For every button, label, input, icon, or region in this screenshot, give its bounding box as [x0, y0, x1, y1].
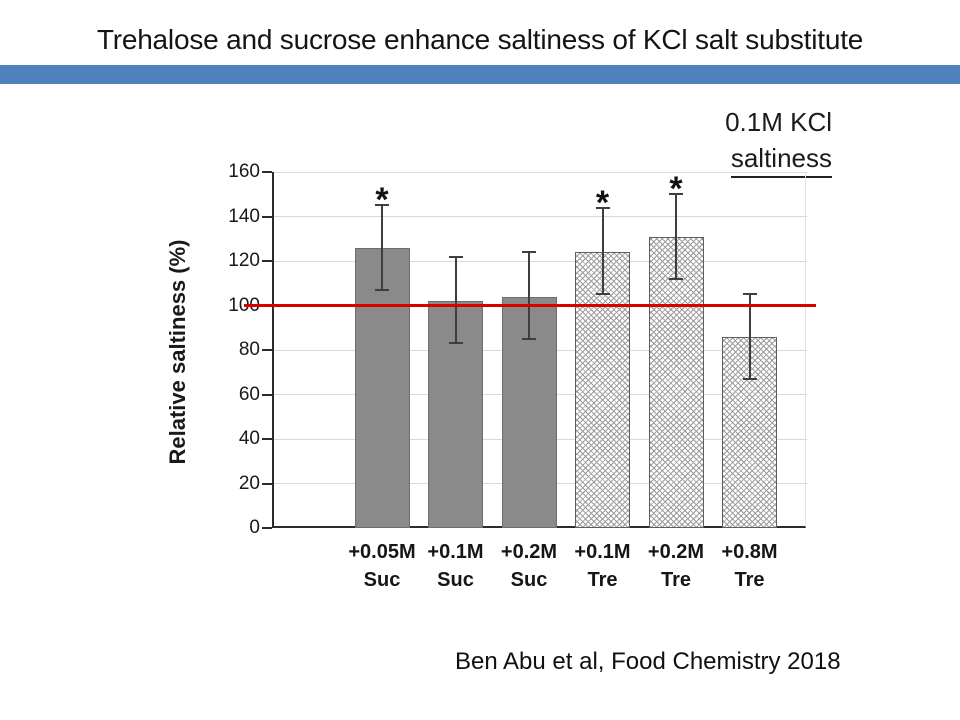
error-bar-cap-top	[375, 204, 389, 207]
x-axis-label: +0.2M Tre	[630, 538, 722, 594]
x-axis-label: +0.2M Suc	[483, 538, 575, 594]
y-tick-label: 120	[228, 250, 260, 271]
y-tick-label: 160	[228, 161, 260, 182]
y-tick-mark	[262, 438, 272, 440]
error-bar-cap-top	[595, 206, 610, 209]
x-label-line2: Suc	[363, 569, 401, 591]
annotation-line2: saltiness	[725, 140, 832, 178]
y-tick-mark	[262, 260, 272, 262]
error-bar-cap-top	[742, 293, 757, 296]
gridline-140	[274, 216, 807, 217]
error-bar-cap-bottom	[375, 288, 389, 291]
error-bar-line	[601, 207, 604, 295]
citation: Ben Abu et al, Food Chemistry 2018	[455, 648, 841, 675]
x-label-line1: +0.05M	[348, 541, 416, 563]
y-tick-label: 140	[228, 205, 260, 227]
gridline-160	[274, 171, 807, 173]
y-tick-label: 80	[238, 339, 260, 360]
y-tick-label: 20	[238, 472, 260, 494]
x-axis-label: +0.8M Tre	[704, 538, 796, 594]
x-axis-label: +0.05M Suc	[336, 538, 428, 594]
x-label-line2: Tre	[734, 569, 765, 591]
y-tick-mark	[262, 527, 272, 529]
x-label-line2: Suc	[437, 569, 474, 591]
slide-title: Trehalose and sucrose enhance saltiness …	[96, 24, 864, 55]
x-label-line1: +0.2M	[500, 541, 558, 563]
y-tick-label: 40	[238, 428, 260, 449]
error-bar-cap-bottom	[742, 377, 757, 380]
error-bar-cap-bottom	[595, 293, 610, 296]
y-tick-mark	[262, 393, 272, 396]
y-tick-mark	[262, 171, 272, 173]
x-label-line2: Tre	[660, 569, 692, 591]
error-bar-line	[675, 194, 677, 279]
significance-marker: *	[375, 181, 389, 220]
reference-line	[244, 304, 816, 307]
title-accent-bar	[0, 65, 960, 84]
error-bar-cap-top	[448, 255, 463, 258]
error-bar-line	[748, 294, 751, 379]
x-label-line2: Suc	[510, 569, 548, 591]
plot-area: 0 20 40 60 80 100 120 140 160 * +0.05M Suc +0.1M Suc +…	[228, 161, 816, 591]
bar-+0.05M-Suc	[354, 247, 410, 528]
significance-marker: *	[669, 170, 683, 209]
error-bar-line	[381, 205, 383, 290]
significance-marker: *	[595, 183, 610, 222]
error-bar-cap-top	[669, 193, 683, 196]
bar-+0.1M-Tre	[575, 252, 630, 528]
x-label-line1: +0.2M	[647, 541, 705, 563]
error-bar-cap-bottom	[522, 337, 536, 340]
error-bar-line	[528, 252, 530, 339]
y-tick-label: 0	[249, 517, 260, 538]
x-label-line1: +0.8M	[721, 541, 778, 563]
gridline-120	[274, 260, 807, 262]
annotation-line1: 0.1M KCl	[725, 107, 832, 137]
y-tick-mark	[262, 215, 272, 218]
y-axis-title: Relative saltiness (%)	[165, 239, 190, 465]
x-label-line2: Tre	[587, 569, 618, 591]
error-bar-cap-bottom	[448, 342, 463, 345]
y-tick-label: 60	[238, 383, 260, 405]
x-label-line1: +0.1M	[574, 541, 631, 563]
x-axis-label: +0.1M Suc	[410, 538, 502, 594]
error-bar-cap-bottom	[669, 277, 683, 280]
y-tick-mark	[262, 482, 272, 485]
chart-annotation: 0.1M KCl saltiness	[725, 104, 832, 178]
x-axis-label: +0.1M Tre	[557, 538, 649, 594]
error-bar-line	[454, 256, 457, 344]
bar-+0.2M-Tre	[648, 236, 704, 528]
error-bar-cap-top	[522, 251, 536, 254]
x-label-line1: +0.1M	[427, 541, 484, 563]
y-tick-mark	[262, 349, 272, 351]
